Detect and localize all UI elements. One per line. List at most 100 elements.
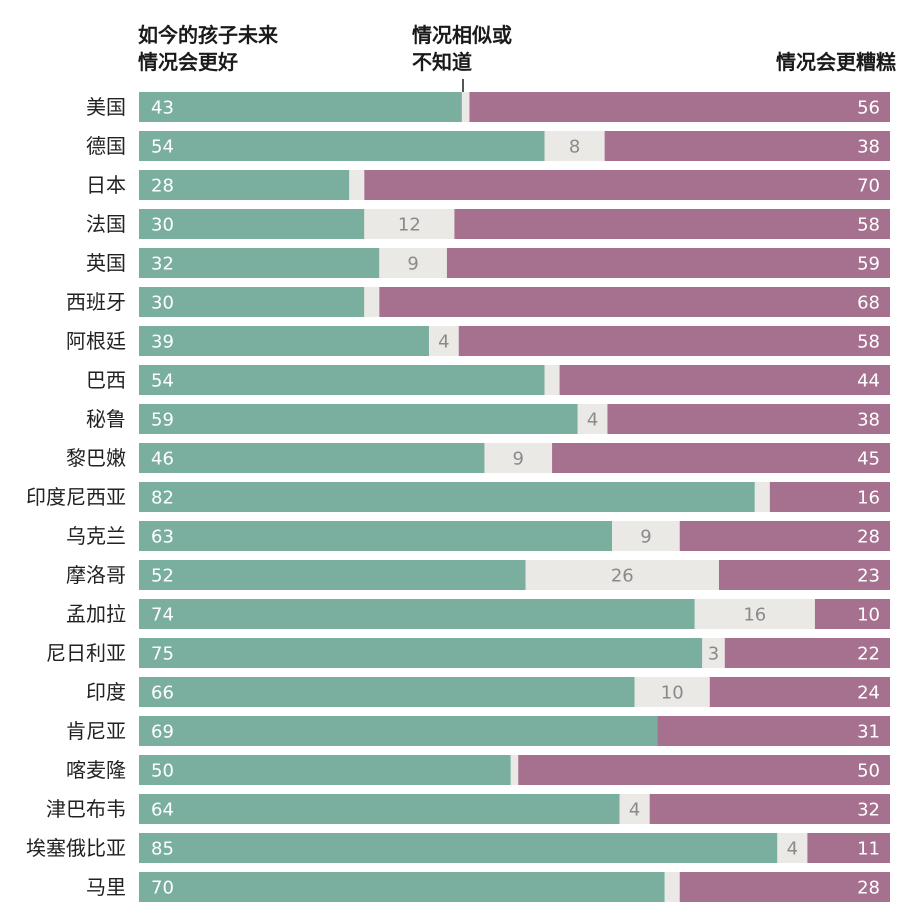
bar-similar [694, 599, 815, 629]
bar-similar [428, 326, 459, 356]
category-label: 印度尼西亚 [26, 485, 126, 509]
bar-worse [709, 677, 890, 707]
category-label: 马里 [86, 875, 126, 899]
bar-similar [349, 170, 365, 200]
bar-row: 西班牙 30 68 [66, 287, 890, 317]
bar-row: 法国 30 12 58 [86, 209, 890, 239]
bar-worse [454, 209, 890, 239]
value-label-better: 28 [151, 176, 174, 197]
bar-better [139, 521, 613, 551]
bar-better [139, 482, 755, 512]
bar-better [139, 794, 620, 824]
category-label: 黎巴嫩 [66, 446, 126, 470]
bar-worse [657, 716, 890, 746]
bar-similar [364, 209, 455, 239]
bar-better [139, 365, 545, 395]
value-label-worse: 31 [857, 722, 880, 743]
value-label-similar: 4 [587, 410, 598, 431]
bar-similar [777, 833, 808, 863]
bar-better [139, 755, 511, 785]
value-label-worse: 70 [857, 176, 880, 197]
bar-better [139, 209, 365, 239]
bar-row: 日本 28 70 [86, 170, 890, 200]
value-label-worse: 59 [857, 254, 880, 275]
value-label-better: 50 [151, 761, 174, 782]
bar-worse [552, 443, 890, 473]
header-better: 如今的孩子未来 情况会更好 [138, 22, 278, 76]
bar-worse [458, 326, 890, 356]
value-label-worse: 68 [857, 293, 880, 314]
value-label-better: 85 [151, 839, 174, 860]
value-label-worse: 38 [857, 137, 880, 158]
value-label-worse: 28 [857, 527, 880, 548]
bar-similar [364, 287, 380, 317]
header-similar-tick [462, 79, 464, 99]
bar-similar [544, 131, 605, 161]
category-label: 孟加拉 [66, 602, 126, 626]
bar-worse [559, 365, 890, 395]
bar-similar [510, 755, 519, 785]
value-label-similar: 4 [787, 839, 798, 860]
value-label-worse: 28 [857, 878, 880, 899]
value-label-better: 69 [151, 722, 174, 743]
bar-worse [446, 248, 890, 278]
category-label: 埃塞俄比亚 [26, 836, 126, 860]
bar-better [139, 443, 485, 473]
bar-worse [604, 131, 890, 161]
bar-row: 阿根廷 39 4 58 [66, 326, 890, 356]
bar-worse [718, 560, 890, 590]
bar-similar [702, 638, 725, 668]
value-label-better: 82 [151, 488, 174, 509]
category-label: 肯尼亚 [66, 719, 126, 743]
value-label-worse: 11 [857, 839, 880, 860]
bar-better [139, 92, 462, 122]
bar-better [139, 833, 778, 863]
bar-worse [807, 833, 890, 863]
category-label: 西班牙 [66, 290, 126, 314]
bar-worse [814, 599, 890, 629]
value-label-better: 74 [151, 605, 174, 626]
value-label-similar: 4 [629, 800, 640, 821]
value-label-better: 39 [151, 332, 174, 353]
bar-better [139, 248, 380, 278]
value-label-better: 70 [151, 878, 174, 899]
bar-row: 美国 43 56 [86, 92, 890, 122]
header-better-line1: 如今的孩子未来 [138, 23, 278, 47]
header-better-line2: 情况会更好 [138, 50, 238, 74]
bar-better [139, 287, 365, 317]
category-label: 乌克兰 [66, 524, 126, 548]
bar-better [139, 599, 695, 629]
bar-worse [724, 638, 890, 668]
bar-row: 黎巴嫩 46 9 45 [66, 443, 890, 473]
bar-better [139, 560, 526, 590]
bar-better [139, 326, 429, 356]
bar-row: 尼日利亚 75 3 22 [46, 638, 890, 668]
header-similar: 情况相似或 不知道 [412, 22, 512, 76]
bar-similar [612, 521, 680, 551]
value-label-better: 46 [151, 449, 174, 470]
bar-better [139, 404, 578, 434]
header-similar-line2: 不知道 [412, 50, 472, 74]
value-label-better: 54 [151, 371, 174, 392]
category-label: 津巴布韦 [46, 797, 126, 821]
category-label: 秘鲁 [86, 407, 126, 431]
bar-similar [525, 560, 719, 590]
value-label-similar: 10 [661, 683, 684, 704]
bar-worse [607, 404, 890, 434]
value-label-worse: 50 [857, 761, 880, 782]
value-label-better: 59 [151, 410, 174, 431]
value-label-worse: 45 [857, 449, 880, 470]
value-label-worse: 56 [857, 98, 880, 119]
value-label-worse: 16 [857, 488, 880, 509]
bar-worse [649, 794, 890, 824]
bar-row: 德国 54 8 38 [86, 131, 890, 161]
bar-similar [461, 92, 470, 122]
category-label: 印度 [86, 680, 126, 704]
value-label-better: 32 [151, 254, 174, 275]
bar-similar [544, 365, 560, 395]
bar-worse [518, 755, 890, 785]
bar-similar [379, 248, 447, 278]
bar-better [139, 677, 635, 707]
value-label-better: 66 [151, 683, 174, 704]
